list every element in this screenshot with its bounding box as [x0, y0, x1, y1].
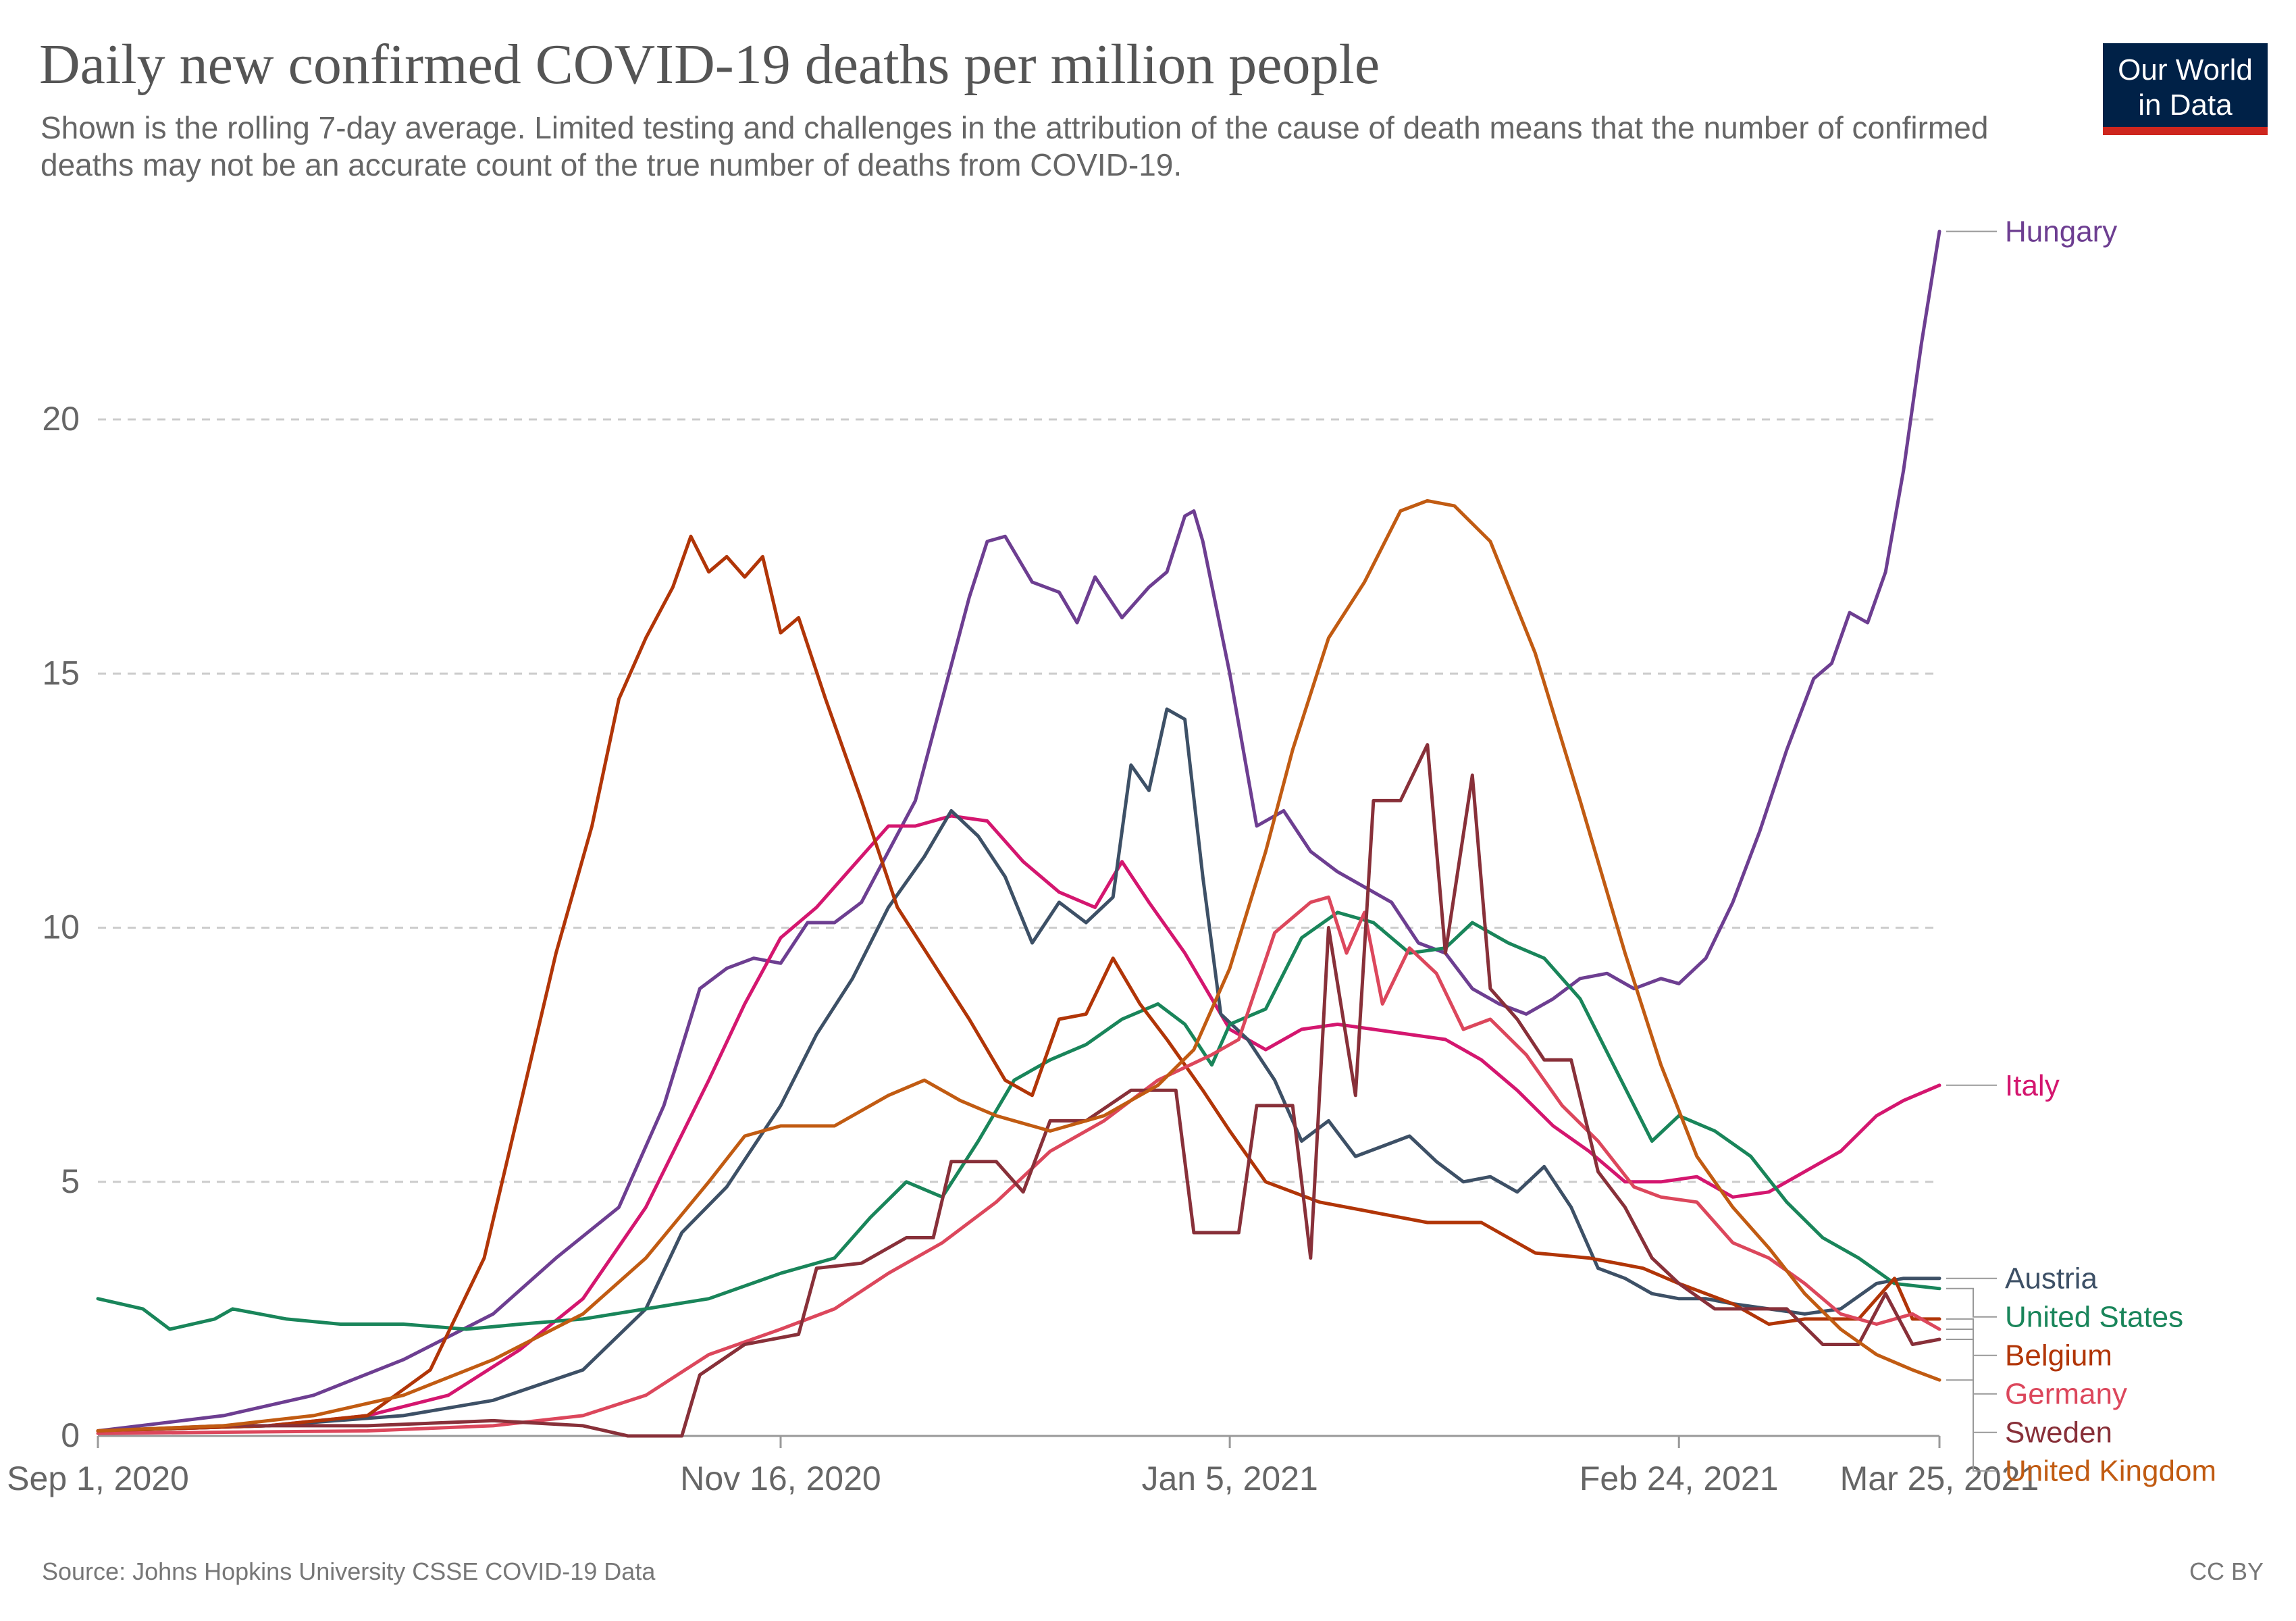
- x-tick-label-2: Jan 5, 2021: [1141, 1460, 1317, 1497]
- series-label-austria[interactable]: Austria: [2005, 1262, 2097, 1295]
- y-tick-label-15: 15: [42, 654, 80, 692]
- label-connector-united-kingdom: [1946, 1379, 1997, 1472]
- y-tick-label-0: 0: [61, 1416, 80, 1454]
- series-line-italy[interactable]: [96, 814, 1941, 1433]
- x-tick-label-1: Nov 16, 2020: [680, 1460, 881, 1497]
- label-connector-united-states: [1946, 1287, 1997, 1318]
- series-label-belgium[interactable]: Belgium: [2005, 1339, 2112, 1372]
- series-line-united-kingdom[interactable]: [96, 498, 1941, 1433]
- series-line-united-states[interactable]: [96, 910, 1941, 1331]
- series-label-united-states[interactable]: United States: [2005, 1301, 2183, 1334]
- label-connector-sweden: [1946, 1339, 1997, 1433]
- series-line-hungary[interactable]: [96, 230, 1941, 1433]
- series-label-hungary[interactable]: Hungary: [2005, 215, 2117, 249]
- series-label-sweden[interactable]: Sweden: [2005, 1416, 2112, 1449]
- series-label-united-kingdom[interactable]: United Kingdom: [2005, 1455, 2216, 1488]
- series-line-austria[interactable]: [96, 707, 1941, 1433]
- series-label-italy[interactable]: Italy: [2005, 1069, 2060, 1102]
- series-line-sweden[interactable]: [96, 743, 1941, 1438]
- logo-line-1: Our World: [2118, 53, 2253, 86]
- series-line-germany[interactable]: [96, 895, 1941, 1435]
- logo-line-2: in Data: [2138, 88, 2233, 122]
- our-world-in-data-logo[interactable]: Our World in Data: [2103, 43, 2268, 135]
- y-axis-ticks: 0 5 10 15 20: [42, 400, 80, 1454]
- chart-title: Daily new confirmed COVID-19 deaths per …: [39, 33, 1380, 96]
- y-tick-label-20: 20: [42, 400, 80, 438]
- x-tick-label-3: Feb 24, 2021: [1580, 1460, 1779, 1497]
- series-label-germany[interactable]: Germany: [2005, 1378, 2127, 1411]
- source-note: Source: Johns Hopkins University CSSE CO…: [42, 1558, 656, 1585]
- series-line-belgium[interactable]: [96, 534, 1941, 1433]
- label-connector-belgium: [1946, 1318, 1997, 1356]
- y-tick-label-5: 5: [61, 1162, 80, 1200]
- chart-series-lines[interactable]: [96, 230, 1941, 1438]
- x-axis: Sep 1, 2020 Nov 16, 2020 Jan 5, 2021 Feb 24…: [7, 1435, 2039, 1497]
- license-link[interactable]: CC BY: [2189, 1558, 2264, 1585]
- x-tick-label-0: Sep 1, 2020: [7, 1460, 189, 1497]
- y-tick-label-10: 10: [42, 908, 80, 946]
- chart-subtitle: Shown is the rolling 7-day average. Limi…: [41, 110, 1989, 183]
- chart-series-labels[interactable]: Hungary Italy Austria United States Belgium G…: [1946, 215, 2216, 1488]
- x-tick-label-4: Mar 25, 2021: [1840, 1460, 2039, 1497]
